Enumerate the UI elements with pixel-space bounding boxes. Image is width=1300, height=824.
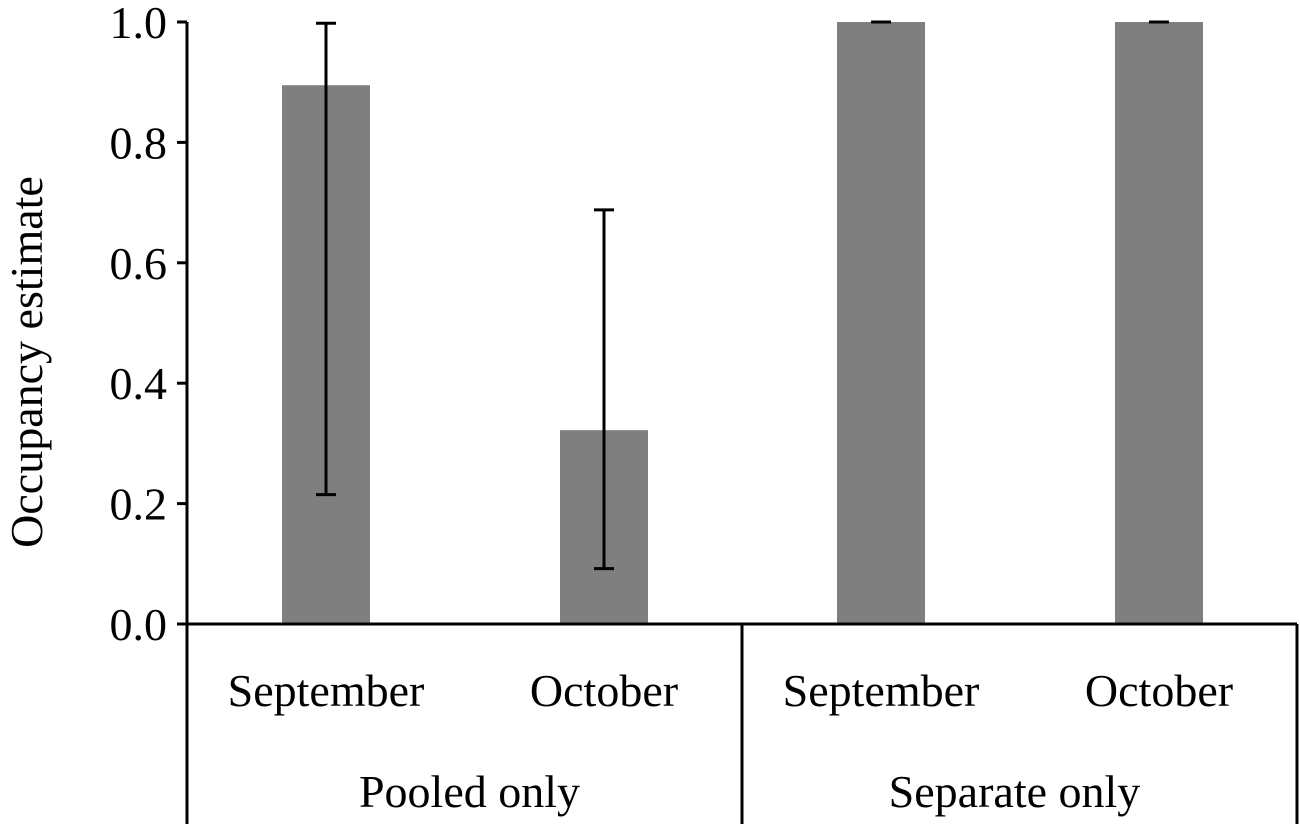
bars <box>282 22 1203 624</box>
error-bars <box>316 20 1169 571</box>
error-bar <box>594 208 614 571</box>
y-axis-title: Occupancy estimate <box>1 176 52 548</box>
y-axis-ticks: 0.0 0.2 0.4 0.6 0.8 1.0 <box>110 0 187 650</box>
category-labels: September October September October <box>228 665 1233 716</box>
x-category-label: October <box>1085 665 1233 716</box>
x-category-label: September <box>228 665 425 716</box>
x-group-label: Pooled only <box>359 766 580 817</box>
axes <box>185 22 1299 824</box>
error-bar <box>316 21 336 497</box>
x-group-label: Separate only <box>889 766 1141 817</box>
group-labels: Pooled only Separate only <box>359 766 1140 817</box>
y-tick-label: 0.6 <box>110 238 168 289</box>
x-category-label: September <box>783 665 980 716</box>
y-tick-label: 0.8 <box>110 117 168 168</box>
y-tick-label: 0.2 <box>110 479 168 530</box>
y-tick-label: 1.0 <box>110 0 168 48</box>
y-tick-label: 0.4 <box>110 358 168 409</box>
x-category-label: October <box>530 665 678 716</box>
y-tick-label: 0.0 <box>110 599 168 650</box>
bar <box>1115 22 1203 624</box>
bar <box>837 22 925 624</box>
